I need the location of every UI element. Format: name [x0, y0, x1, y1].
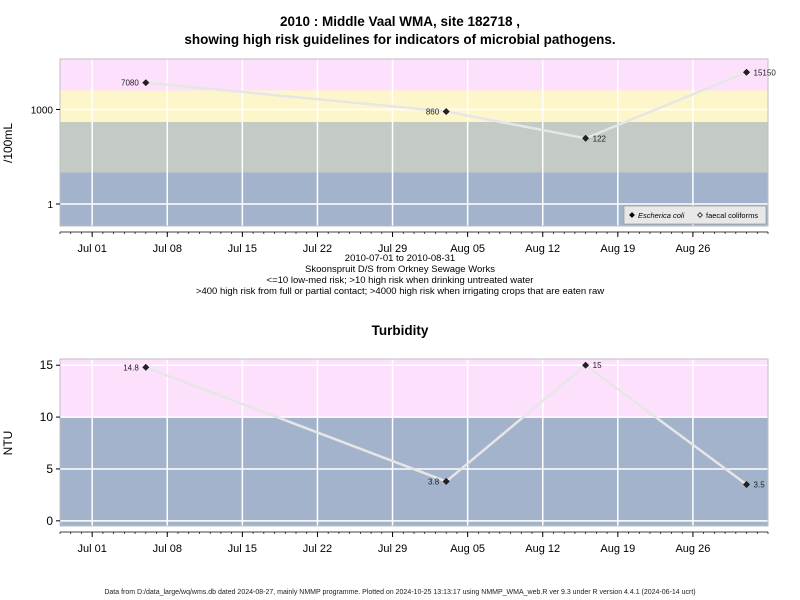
chart1-band-2 [60, 90, 768, 123]
chart2-band-0 [60, 417, 768, 526]
chart2-data-point-3 [742, 480, 751, 489]
chart2-data-label-1: 3.8 [428, 477, 440, 486]
chart2-series-line-0 [145, 363, 748, 486]
chart1-data-label-2: 122 [593, 134, 607, 143]
chart1-caption-line-3: <=10 low-med risk; >10 high risk when dr… [266, 275, 534, 286]
chart1-x-tick-label-4: Jul 29 [378, 243, 407, 255]
chart1-plot-frame [59, 58, 769, 227]
chart2-data-label-2: 15 [593, 361, 602, 370]
chart1-data-label-3: 15150 [754, 68, 777, 77]
chart2-x-tick-label-5: Aug 05 [450, 543, 485, 555]
chart2-x-tick-label-0: Jul 01 [78, 543, 107, 555]
chart2-plot-frame [59, 358, 769, 527]
chart1-x-tick-label-3: Jul 22 [303, 243, 332, 255]
chart1-x-tick-label-5: Aug 05 [450, 243, 485, 255]
chart1-legend-marker-0 [629, 212, 635, 218]
chart1-legend-box [623, 205, 767, 225]
chart1-legend-label-1: faecal coliforms [706, 211, 758, 220]
chart2-x-tick-label-3: Jul 22 [303, 543, 332, 555]
chart2-band-1 [60, 359, 768, 418]
chart1-legend-label-0: Escherica coli [638, 211, 685, 220]
chart1-plot: 1 1000 Jul 01 Jul 08 Jul 15 Jul 22 Jul 29 Aug 0… [31, 58, 777, 255]
chart2-x-tick-label-4: Jul 29 [378, 543, 407, 555]
chart1-x-tick-label-0: Jul 01 [78, 243, 107, 255]
chart1-series-line-0 [145, 71, 747, 140]
chart2-x-tick-label-6: Aug 12 [525, 543, 560, 555]
footer-note: Data from D:/data_large/wq/wms.db dated … [104, 589, 696, 596]
chart2-data-point-2 [582, 361, 590, 369]
chart2-x-tick-label-7: Aug 19 [600, 543, 635, 555]
chart2-data-label-0: 14.8 [123, 363, 139, 372]
chart1-caption-line-2: Skoonspruit D/S from Orkney Sewage Works [305, 264, 495, 275]
chart1-caption-line-1: 2010-07-01 to 2010-08-31 [344, 253, 456, 264]
chart1-data-point-2 [582, 134, 590, 142]
chart1-data-label-1: 860 [426, 108, 440, 117]
chart1-title: 2010 : Middle Vaal WMA, site 182718 , [279, 14, 521, 29]
chart2-x-tick-label-2: Jul 15 [228, 543, 257, 555]
chart1-x-tick-label-7: Aug 19 [600, 243, 635, 255]
chart2-y-tick-label-0: 0 [46, 514, 53, 528]
chart2-y-tick-label-2: 10 [40, 410, 54, 424]
chart1-x-tick-label-8: Aug 26 [675, 243, 710, 255]
chart1-x-tick-label-1: Jul 08 [153, 243, 182, 255]
chart1-x-tick-label-6: Aug 12 [525, 243, 560, 255]
chart1-data-point-1 [442, 107, 450, 116]
chart1-data-point-0 [142, 79, 150, 87]
chart1-y-tick-label-0: 1 [47, 200, 53, 211]
chart2-x-tick-label-8: Aug 26 [675, 543, 710, 555]
chart1-data-label-0: 7080 [121, 79, 139, 88]
chart1-x-tick-label-2: Jul 15 [228, 243, 257, 255]
chart1-subtitle: showing high risk guidelines for indicat… [184, 32, 616, 47]
chart2-plot: 0 5 10 15 Jul 01 Jul 08 Jul 15 Jul 22 Jul 29 Aug … [40, 358, 769, 555]
chart2-x-tick-label-1: Jul 08 [153, 543, 182, 555]
chart1-data-point-3 [742, 68, 751, 76]
chart1-legend-marker-1 [697, 212, 703, 218]
chart2-y-tick-label-3: 15 [40, 358, 54, 372]
chart1-band-1 [60, 122, 768, 173]
chart1-caption-line-4: >400 high risk from full or partial cont… [195, 286, 605, 297]
chart2-data-point-0 [142, 363, 150, 371]
chart2-y-tick-label-1: 5 [46, 462, 53, 476]
chart2-data-label-3: 3.5 [754, 481, 766, 490]
chart2-data-point-1 [442, 477, 450, 485]
chart2-title: Turbidity [371, 323, 429, 338]
chart1-y-tick-label-1: 1000 [31, 105, 54, 116]
